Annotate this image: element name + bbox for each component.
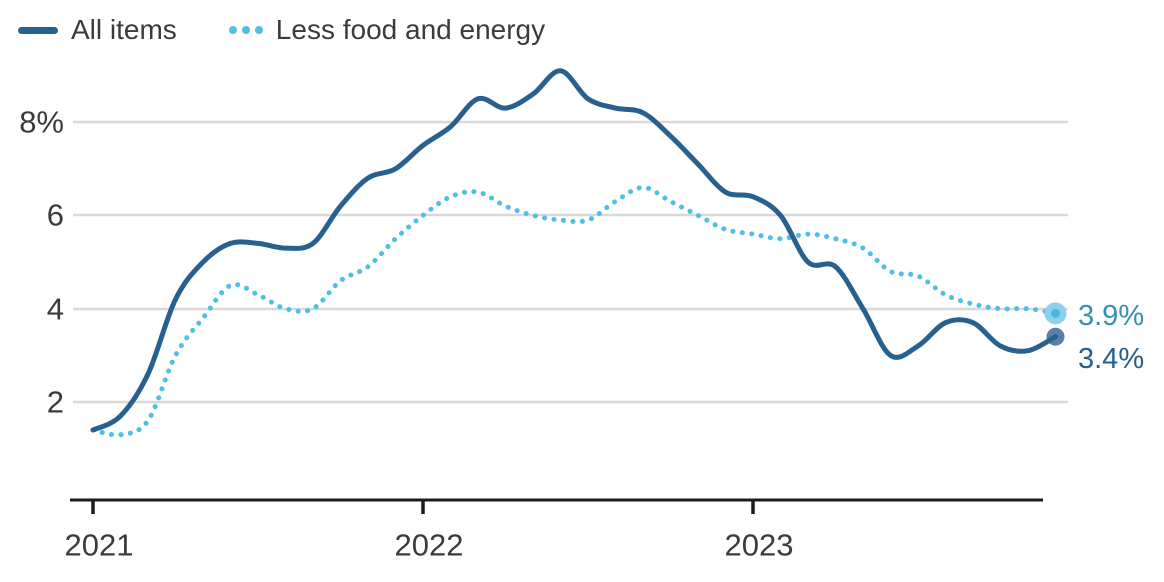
end-label-all-items: 3.4% <box>1078 343 1144 375</box>
y-tick-label-6: 6 <box>47 198 64 233</box>
x-tick-label-2021: 2021 <box>65 528 134 563</box>
series-layer <box>90 68 1067 438</box>
legend-item-less-food-and-energy: Less food and energy <box>228 14 546 45</box>
y-axis-labels: 2 4 6 8% <box>19 105 64 420</box>
x-tick-label-2022: 2022 <box>395 528 464 563</box>
legend: All items Less food and energy <box>18 16 545 44</box>
legend-item-all-items: All items <box>18 16 177 44</box>
series-line-less-food-and-energy <box>90 184 1058 438</box>
end-label-less-food-and-energy: 3.9% <box>1078 300 1144 332</box>
gridlines <box>73 120 1068 404</box>
x-axis-labels: 2021 2022 2023 <box>65 528 794 563</box>
dotted-line-swatch-icon <box>228 26 263 34</box>
solid-line-swatch-icon <box>18 26 58 34</box>
x-tick-label-2023: 2023 <box>725 528 794 563</box>
legend-label-all-items: All items <box>71 14 177 45</box>
series-line-all-items <box>90 68 1058 433</box>
y-tick-label-4: 4 <box>47 292 64 327</box>
legend-label-less-food-and-energy: Less food and energy <box>275 14 546 45</box>
x-axis <box>70 498 1043 514</box>
end-value-labels: 3.9% 3.4% <box>1078 300 1144 375</box>
end-marker-center-less-food-and-energy <box>1051 308 1060 318</box>
y-tick-label-2: 2 <box>47 385 64 420</box>
y-tick-label-8pct: 8% <box>19 105 64 140</box>
